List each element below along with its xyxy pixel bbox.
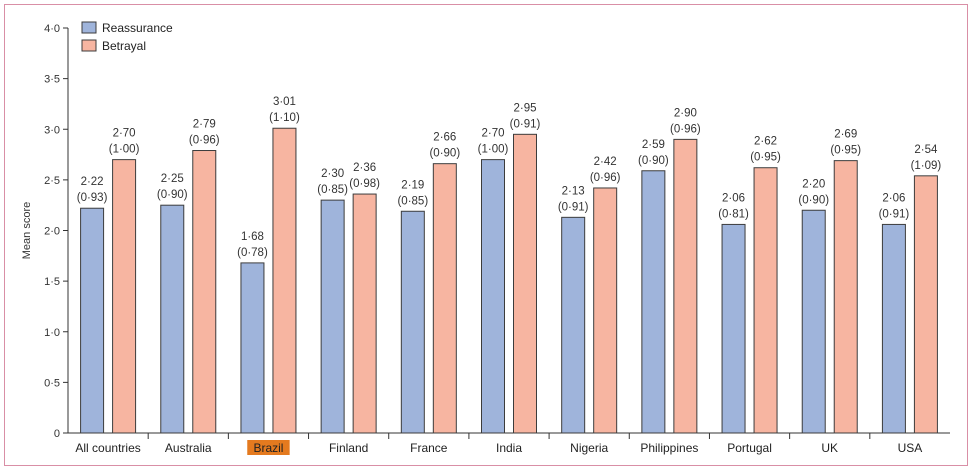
sd-label-reassurance: (0·85) [317,184,348,196]
legend-label-betrayal: Betrayal [102,39,146,53]
mean-label-betrayal: 3·01 [273,96,296,108]
category-label: All countries [75,441,140,455]
sd-label-reassurance: (0·91) [879,208,910,220]
sd-label-betrayal: (0·96) [590,172,621,184]
mean-label-reassurance: 2·19 [401,179,424,191]
mean-label-betrayal: 2·95 [513,102,536,114]
legend: Reassurance Betrayal [81,21,173,53]
y-tick-label: 0 [54,428,60,440]
category-label: France [410,441,448,455]
y-tick-label: 2·0 [44,226,60,238]
sd-label-reassurance: (0·81) [718,208,749,220]
bar-betrayal [753,167,778,434]
bars [80,127,938,434]
category-label: USA [898,441,923,455]
sd-label-reassurance: (0·90) [638,155,669,167]
category-label: Australia [165,441,212,455]
bar-reassurance [721,223,746,434]
bar-reassurance [561,216,586,434]
mean-label-reassurance: 2·22 [81,176,104,188]
bar-reassurance [160,204,185,434]
sd-label-reassurance: (0·93) [77,192,108,204]
mean-label-reassurance: 2·06 [722,192,745,204]
data-labels: (0·93) 2·22 (1·00) 2·70 (0·90) 2·25 (0·96) 2·79… [77,96,942,259]
y-axis-title: Mean score [21,202,33,259]
mean-label-betrayal: 2·70 [113,128,136,140]
bar-reassurance [481,159,505,434]
mean-label-reassurance: 2·13 [562,185,585,197]
bar-reassurance [240,262,265,434]
sd-label-betrayal: (1·10) [269,112,300,124]
mean-label-betrayal: 2·90 [674,107,697,119]
legend-label-reassurance: Reassurance [102,21,173,35]
sd-label-betrayal: (1·09) [911,160,942,172]
bar-reassurance [400,210,425,434]
sd-label-betrayal: (0·95) [750,152,781,164]
sd-label-reassurance: (0·91) [558,201,589,213]
sd-label-reassurance: (0·85) [397,195,428,207]
mean-label-betrayal: 2·54 [914,144,938,156]
bar-betrayal [833,160,858,434]
sd-label-betrayal: (0·96) [189,135,220,147]
bar-reassurance [801,209,826,434]
mean-label-betrayal: 2·62 [754,136,777,148]
bar-betrayal [432,163,457,434]
sd-label-reassurance: (1·00) [478,144,509,156]
mean-label-reassurance: 2·06 [882,192,905,204]
y-tick-label: 1·0 [44,327,60,339]
sd-label-betrayal: (0·95) [830,145,861,157]
sd-label-betrayal: (1·00) [109,144,140,156]
category-label: Brazil [253,441,283,455]
bar-reassurance [320,199,345,434]
bar-betrayal [673,138,698,434]
legend-swatch-betrayal [81,39,97,52]
y-tick-label: 3·0 [44,124,60,136]
bar-betrayal [352,193,377,434]
mean-label-reassurance: 1·68 [241,231,264,243]
category-label: Philippines [640,441,698,455]
mean-label-betrayal: 2·79 [193,119,216,131]
category-label: Portugal [727,441,772,455]
mean-label-betrayal: 2·36 [353,162,376,174]
bar-reassurance [641,170,666,434]
category-label: Finland [329,441,368,455]
mean-label-betrayal: 2·69 [834,129,857,141]
bar-reassurance [80,207,105,434]
mean-label-reassurance: 2·70 [481,128,504,140]
sd-label-reassurance: (0·78) [237,247,268,259]
bar-betrayal [513,133,537,434]
bar-betrayal [913,175,938,434]
y-tick-label: 0·5 [44,377,60,389]
y-tick-label: 3·5 [44,74,60,86]
legend-swatch-reassurance [81,21,97,34]
bar-reassurance [881,223,906,434]
mean-label-reassurance: 2·25 [161,173,184,185]
bar-betrayal [593,187,618,434]
sd-label-betrayal: (0·90) [429,148,460,160]
mean-label-betrayal: 2·42 [594,156,617,168]
sd-label-reassurance: (0·90) [157,189,188,201]
category-label: Nigeria [570,441,608,455]
mean-label-reassurance: 2·20 [802,178,825,190]
mean-label-reassurance: 2·59 [642,139,665,151]
category-highlight [247,440,290,455]
y-tick-label: 2·5 [44,175,60,187]
sd-label-betrayal: (0·98) [349,178,380,190]
sd-label-betrayal: (0·91) [510,118,541,130]
category-label: UK [821,441,838,455]
mean-label-reassurance: 2·30 [321,168,344,180]
y-tick-label: 1·5 [44,276,60,288]
bar-betrayal [112,159,137,434]
y-tick-label: 4·0 [44,23,60,35]
category-label: India [496,441,522,455]
bar-betrayal [272,127,297,434]
sd-label-reassurance: (0·90) [798,194,829,206]
mean-label-betrayal: 2·66 [433,132,456,144]
bar-betrayal [192,150,217,434]
sd-label-betrayal: (0·96) [670,123,701,135]
